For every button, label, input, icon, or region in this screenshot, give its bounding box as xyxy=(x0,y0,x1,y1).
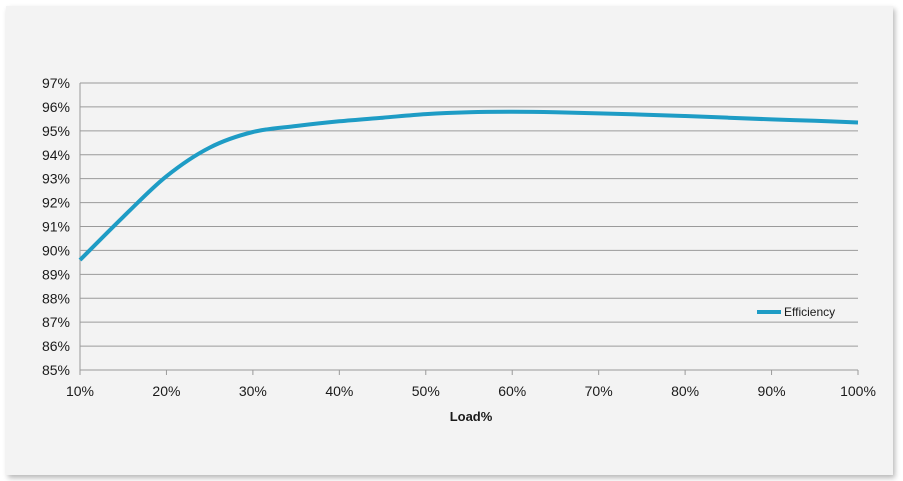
x-tick-label: 50% xyxy=(412,383,440,399)
y-axis-ticks: 85% 86% 87% 88% 89% 90% 91% 92% 93% 94% 95% 96% 97% xyxy=(42,75,70,378)
y-tick-label: 96% xyxy=(42,99,70,115)
series-lines xyxy=(78,109,859,262)
x-tick-label: 70% xyxy=(585,383,613,399)
y-tick-label: 87% xyxy=(42,314,70,330)
y-tick-label: 95% xyxy=(42,123,70,139)
y-tick-label: 88% xyxy=(42,290,70,306)
y-tick-label: 94% xyxy=(42,147,70,163)
y-tick-label: 89% xyxy=(42,266,70,282)
x-tick-label: 30% xyxy=(239,383,267,399)
x-axis-ticks: 10% 20% 30% 40% 50% 60% 70% 80% 90% 100% xyxy=(66,370,876,399)
legend: Efficiency xyxy=(757,305,835,319)
y-tick-label: 93% xyxy=(42,171,70,187)
chart-card xyxy=(6,6,893,475)
x-tick-label: 10% xyxy=(66,383,94,399)
grid-lines xyxy=(79,82,858,371)
x-tick-label: 40% xyxy=(325,383,353,399)
x-axis-label: Load% xyxy=(450,409,493,424)
x-tick-label: 100% xyxy=(840,383,876,399)
y-tick-label: 91% xyxy=(42,219,70,235)
y-tick-label: 86% xyxy=(42,338,70,354)
x-tick-label: 60% xyxy=(498,383,526,399)
y-tick-label: 97% xyxy=(42,75,70,91)
x-tick-label: 20% xyxy=(152,383,180,399)
x-tick-label: 90% xyxy=(758,383,786,399)
series-line-efficiency xyxy=(78,109,859,262)
y-tick-label: 92% xyxy=(42,195,70,211)
y-tick-label: 85% xyxy=(42,362,70,378)
y-tick-label: 90% xyxy=(42,242,70,258)
x-tick-label: 80% xyxy=(671,383,699,399)
legend-label: Efficiency xyxy=(784,305,835,319)
